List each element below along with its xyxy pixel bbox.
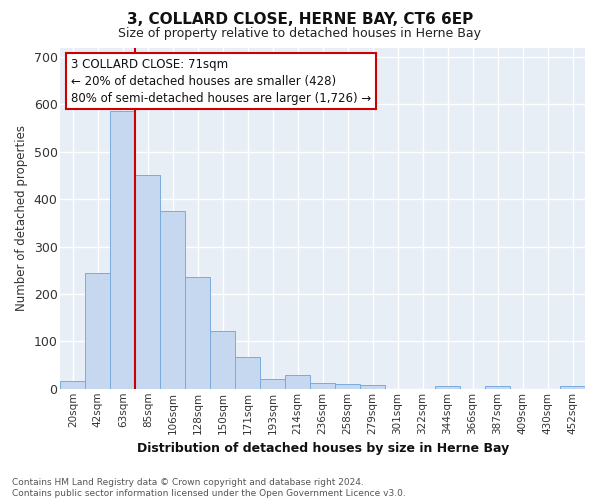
Bar	[61, 381, 85, 389]
Text: 3 COLLARD CLOSE: 71sqm
← 20% of detached houses are smaller (428)
80% of semi-de: 3 COLLARD CLOSE: 71sqm ← 20% of detached…	[71, 58, 371, 104]
Bar	[210, 331, 235, 389]
Bar	[235, 356, 260, 389]
Bar	[135, 176, 160, 389]
Bar	[260, 380, 285, 389]
X-axis label: Distribution of detached houses by size in Herne Bay: Distribution of detached houses by size …	[137, 442, 509, 455]
Bar	[110, 112, 135, 389]
Y-axis label: Number of detached properties: Number of detached properties	[15, 125, 28, 311]
Bar	[160, 211, 185, 389]
Text: Size of property relative to detached houses in Herne Bay: Size of property relative to detached ho…	[119, 28, 482, 40]
Bar	[435, 386, 460, 389]
Bar	[285, 374, 310, 389]
Text: 3, COLLARD CLOSE, HERNE BAY, CT6 6EP: 3, COLLARD CLOSE, HERNE BAY, CT6 6EP	[127, 12, 473, 28]
Bar	[335, 384, 360, 389]
Bar	[185, 278, 210, 389]
Text: Contains HM Land Registry data © Crown copyright and database right 2024.
Contai: Contains HM Land Registry data © Crown c…	[12, 478, 406, 498]
Bar	[560, 386, 585, 389]
Bar	[360, 385, 385, 389]
Bar	[85, 272, 110, 389]
Bar	[310, 383, 335, 389]
Bar	[485, 386, 510, 389]
